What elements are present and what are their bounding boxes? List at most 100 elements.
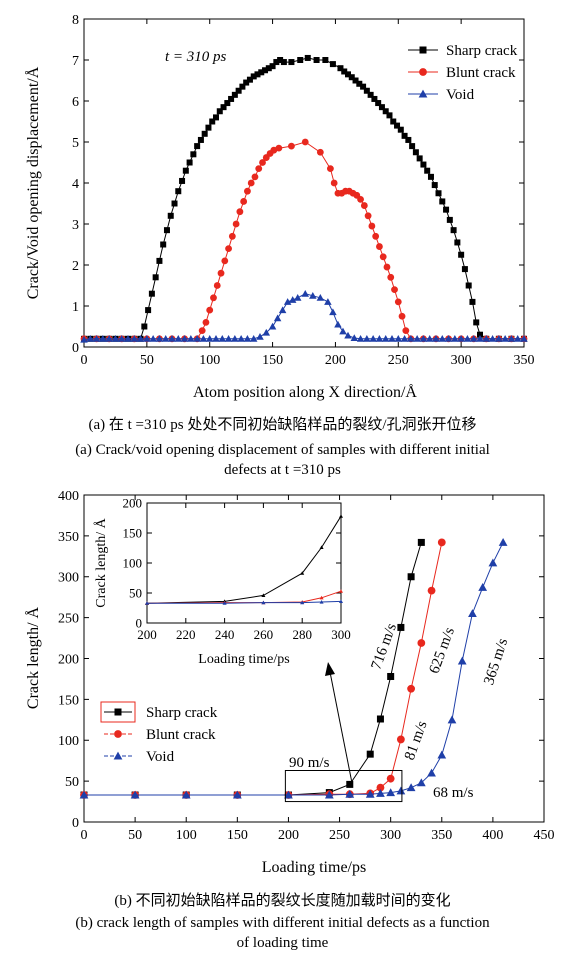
chart-a-series-sharp-crack-point <box>239 83 246 90</box>
chart-a-series-sharp-crack-point <box>205 124 212 131</box>
chart-a-series-blunt-crack-point <box>327 165 334 173</box>
chart-a-legend-marker <box>418 89 428 98</box>
chart-a-series-blunt-crack-point <box>330 179 338 187</box>
chart-a-series-sharp-crack-point <box>288 59 295 66</box>
chart-b-xtick-label: 200 <box>278 828 299 843</box>
chart-a-series-sharp-crack-point <box>363 87 370 94</box>
chart-a-series-sharp-crack-point <box>450 227 457 234</box>
chart-a-series-blunt-crack-point <box>255 165 263 173</box>
chart-a-series-void-point <box>407 335 415 342</box>
chart-a-series-sharp-crack-point <box>378 104 385 111</box>
chart-b-inset-xtick-label: 300 <box>331 627 351 642</box>
chart-a-series-sharp-crack-point <box>405 136 412 143</box>
chart-a-series-sharp-crack-point <box>304 54 311 61</box>
chart-b-inset-series-sharp-crack-point <box>339 514 343 518</box>
chart-a-series-sharp-crack-point <box>163 227 170 234</box>
chart-a-series-sharp-crack-point <box>446 216 453 223</box>
chart-a-series-void-point <box>92 335 101 342</box>
chart-a-series-sharp-crack-point <box>220 104 227 111</box>
chart-a-series-void-point <box>432 335 440 342</box>
chart-a-ytick-label: 0 <box>72 341 79 356</box>
chart-a-series-sharp-crack-point <box>360 83 367 90</box>
chart-a-series-sharp-crack-point <box>235 87 242 94</box>
chart-a-series-void-point <box>356 335 365 342</box>
chart-a-series-sharp-crack-point <box>228 95 235 102</box>
chart-a-series-sharp-crack-point <box>412 149 419 156</box>
chart-b-xtick-label: 300 <box>380 828 401 843</box>
chart-b-inset: 200 220 240 260 280 300 0 50 100 150 200 Loading ti… <box>93 496 351 667</box>
chart-a-series-sharp-crack-point <box>435 190 442 197</box>
chart-a-series-blunt-crack-point <box>379 253 387 261</box>
chart-a-legend-label: Sharp crack <box>446 43 518 59</box>
chart-a: 0 50 100 150 200 250 300 350 0 1 2 3 4 5 6 7 8 Atom posit… <box>24 13 535 401</box>
chart-a-series-void-point <box>413 335 421 342</box>
chart-a-series-blunt-crack-point <box>394 298 402 306</box>
chart-b-series-void-point <box>324 790 334 799</box>
chart-a-series-blunt-crack-point <box>210 294 217 302</box>
chart-a-series-void-point <box>350 334 359 341</box>
chart-a-series-blunt-crack-point <box>251 173 259 181</box>
chart-a-series-void-point <box>495 335 503 342</box>
chart-b-inset-ytick-label: 0 <box>136 616 143 631</box>
chart-a-series-void-point <box>237 335 245 342</box>
chart-b-xtick-label: 50 <box>128 828 142 843</box>
chart-b-series-void-point <box>345 789 355 798</box>
chart-b-ytick-label: 250 <box>58 612 79 627</box>
chart-a-ytick-label: 5 <box>72 136 79 151</box>
caption-b-english-line2: of loading time <box>236 935 329 951</box>
chart-a-legend-marker <box>419 46 427 54</box>
chart-a-xtick-label: 50 <box>140 353 154 368</box>
chart-a-series-void-point <box>124 335 132 342</box>
chart-a-series-void-point <box>86 335 95 342</box>
chart-a-series-sharp-crack-point <box>194 143 201 150</box>
chart-a-series-sharp-crack-point <box>190 151 197 158</box>
chart-a-series-blunt-crack-point <box>240 198 248 205</box>
chart-a-series-sharp-crack-point <box>469 298 476 305</box>
chart-b-ytick-label: 0 <box>72 816 79 831</box>
chart-a-series-void-point <box>334 320 342 328</box>
chart-a-series-sharp-crack-point <box>277 57 284 63</box>
chart-a-series-sharp-crack-point <box>341 68 348 75</box>
chart-b-xtick-label: 150 <box>227 828 248 843</box>
chart-a-series-sharp-crack-point <box>390 118 397 125</box>
chart-a-series-void-point <box>273 314 282 322</box>
caption-a-english-line1: (a) Crack/void opening displacement of s… <box>75 442 490 458</box>
chart-a-series-sharp-crack-point <box>201 130 208 137</box>
chart-a-series-void-point <box>476 335 484 342</box>
chart-b-xtick-label: 100 <box>176 828 197 843</box>
chart-a-series-sharp-crack-point <box>186 159 193 166</box>
chart-a-series-sharp-crack-point <box>420 161 427 168</box>
chart-a-series-void-point <box>375 335 384 342</box>
chart-a-series-void-point <box>520 335 528 342</box>
chart-a-series-sharp-crack-point <box>356 80 363 87</box>
chart-a-series-blunt-crack-point <box>387 273 395 281</box>
chart-a-series-void-point <box>149 335 157 342</box>
chart-b-ytick-label: 100 <box>58 734 79 749</box>
chart-a-series-void-point <box>369 335 377 342</box>
chart-a-series-sharp-crack-point <box>231 91 238 98</box>
chart-a-series-void-point <box>344 331 352 339</box>
chart-a-series-sharp-crack-point <box>439 198 446 205</box>
chart-a-series-void-point <box>283 298 292 305</box>
chart-b-series-sharp-crack-point <box>417 538 425 546</box>
chart-a-series-void-point <box>224 335 233 342</box>
chart-a-series-sharp-crack-point <box>175 188 182 195</box>
caption-a-chinese: (a) 在 t =310 ps 处处不同初始缺陷样品的裂纹/孔洞张开位移 <box>88 417 477 433</box>
chart-b-inset-series-sharp-crack-point <box>300 571 305 575</box>
chart-b-inset-xtick-label: 280 <box>292 627 312 642</box>
chart-a-series-sharp-crack-point <box>167 212 174 219</box>
chart-a-ytick-label: 4 <box>72 177 79 192</box>
chart-a-xlabel: Atom position along X direction/Å <box>193 383 417 401</box>
chart-a-series-void-point <box>507 335 516 342</box>
chart-a-series-void-point <box>463 335 472 342</box>
chart-a-xtick-label: 100 <box>199 353 220 368</box>
chart-b-zoom-arrow <box>329 671 353 784</box>
chart-a-series-void-point <box>293 294 302 301</box>
chart-b-series-void-point <box>447 715 457 724</box>
chart-b-series-sharp-crack-point <box>387 672 395 680</box>
chart-b-inset-series-blunt-crack-point <box>319 595 324 600</box>
chart-a-series-blunt-crack-point <box>206 306 214 314</box>
chart-b-series-void-point <box>427 768 436 777</box>
chart-a-series-void-point <box>388 335 396 342</box>
